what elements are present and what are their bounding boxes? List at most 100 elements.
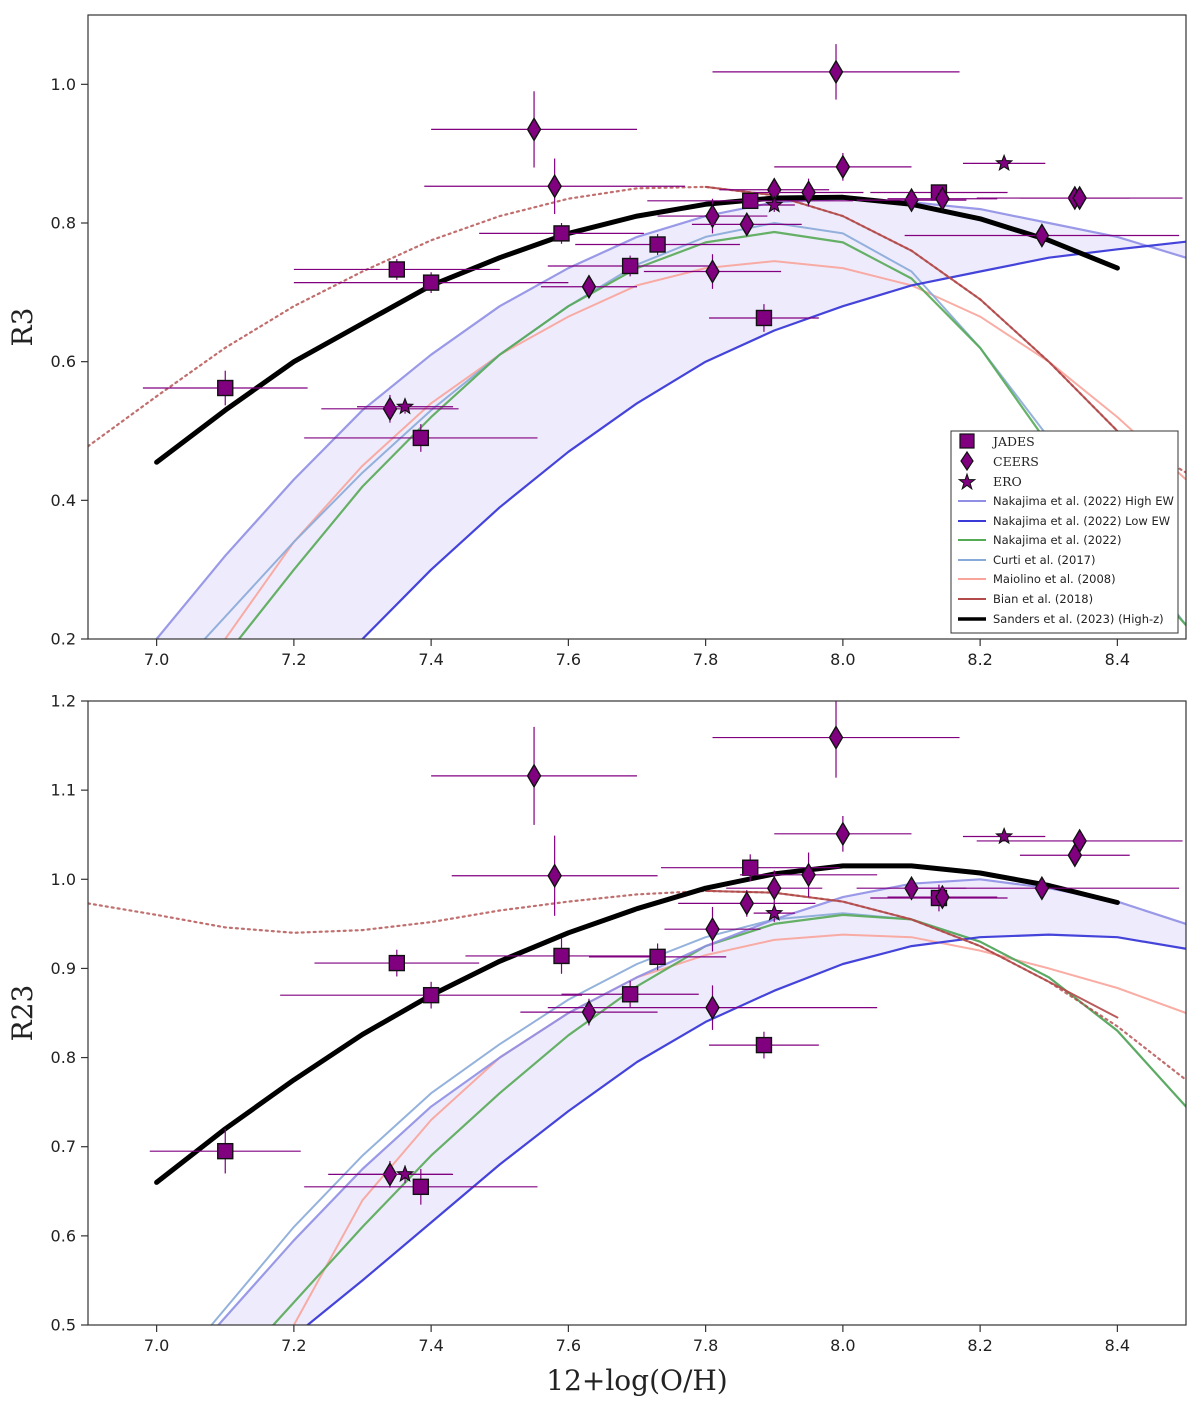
ceers-diamond-marker [526, 117, 542, 142]
r3-x-tick-label: 7.2 [281, 650, 306, 669]
r23-x-tick-label: 7.2 [281, 1336, 306, 1355]
legend-label-ceers: CEERS [993, 454, 1039, 469]
r3-point-jades [304, 424, 538, 452]
r3-y-tick-label: 0.6 [51, 352, 76, 371]
r3-point-ceers [712, 44, 960, 100]
r23-y-tick-label: 1.1 [51, 781, 76, 800]
r3-curve-nakajima-high [155, 197, 1186, 639]
r23-x-tick-label: 8.2 [967, 1336, 992, 1355]
r3-point-jades [547, 255, 713, 277]
r23-point-ceers [712, 701, 960, 778]
ceers-diamond-marker [935, 186, 950, 212]
r23-x-tick-label: 8.4 [1105, 1336, 1130, 1355]
r3-point-ero [357, 397, 454, 415]
r3-point-jades [479, 223, 644, 244]
r23-point-jades [280, 981, 583, 1009]
r23-y-tick-label: 0.6 [51, 1226, 76, 1245]
ceers-diamond-marker [547, 863, 562, 889]
r23-frame [87, 700, 1187, 1326]
ceers-diamond-marker [705, 259, 720, 284]
r23-y-tick-label: 0.8 [51, 1048, 76, 1067]
r3-x-tick-label: 7.4 [418, 650, 443, 669]
jades-square-marker [422, 274, 440, 291]
r3-point-ceers [887, 186, 998, 212]
r3-curve-sanders [154, 194, 1120, 465]
legend-box [950, 430, 1179, 634]
r3-point-ero [962, 153, 1046, 172]
r23-point-ceers [664, 906, 761, 952]
r3-point-ceers [643, 254, 782, 289]
ero-star-marker [995, 826, 1014, 845]
r23-point-ceers [678, 889, 816, 917]
ceers-diamond-marker [705, 995, 720, 1021]
r3-point-layer [142, 44, 1183, 452]
jades-square-marker [649, 236, 666, 253]
legend-label-bian: Bian et al. (2018) [993, 592, 1093, 606]
ceers-diamond-marker [828, 59, 844, 85]
r23-point-layer [149, 701, 1183, 1205]
r23-point-ceers [726, 870, 823, 907]
r23-point-ceers [739, 852, 878, 898]
r3-point-ceers [753, 178, 864, 207]
ceers-diamond-marker [382, 396, 398, 422]
r3-point-ceers [691, 212, 802, 237]
r23-curve-maiolino [292, 933, 1186, 1325]
jades-square-marker [742, 859, 759, 876]
jades-square-marker [553, 947, 570, 965]
r3-nakajima-range-band [156, 198, 1186, 639]
legend-label-curti: Curti et al. (2017) [993, 553, 1095, 567]
ceers-diamond-marker [1072, 828, 1087, 854]
r3-y-axis-label: R3 [6, 308, 39, 347]
r23-point-ceers [976, 828, 1183, 854]
legend-label-ero: ERO [993, 474, 1022, 489]
r23-x-tick-label: 7.4 [418, 1336, 443, 1355]
ceers-diamond-marker [705, 916, 720, 942]
r23-point-jades [314, 949, 480, 977]
ceers-diamond-marker [801, 862, 816, 888]
r23-point-ceers [451, 835, 658, 916]
r3-y-ticks: 0.2 0.4 0.6 0.8 1.0 [51, 75, 88, 649]
r23-x-tick-label: 8.0 [830, 1336, 855, 1355]
r3-curve-curti [203, 222, 1186, 639]
jades-square-marker [742, 192, 759, 210]
r3-panel: 7.0 7.2 7.4 7.6 7.8 8.0 8.2 8.4 0.2 0.4 0.6 0.8 1.0… [6, 14, 1187, 669]
ceers-diamond-marker [739, 212, 755, 237]
r3-point-jades [293, 272, 569, 294]
legend-marker-jades [959, 433, 975, 449]
ceers-diamond-marker [547, 173, 562, 199]
jades-square-marker [422, 986, 440, 1004]
r3-point-ceers [904, 223, 1180, 248]
ceers-diamond-marker [1034, 875, 1050, 901]
ero-star-marker [395, 397, 415, 415]
legend-label-nakajima: Nakajima et al. (2022) [993, 533, 1121, 547]
r3-y-tick-label: 0.4 [51, 491, 76, 510]
ceers-diamond-marker [828, 725, 844, 750]
r23-point-ero [962, 826, 1046, 845]
legend-label-jades: JADES [991, 434, 1035, 449]
ceers-diamond-marker [835, 821, 851, 847]
ceers-diamond-marker [766, 875, 782, 901]
ceers-diamond-marker [581, 274, 597, 300]
r23-y-ticks: 0.5 0.6 0.7 0.8 0.9 1.0 1.1 1.2 [51, 692, 88, 1335]
ceers-diamond-marker [1034, 223, 1050, 248]
r3-point-jades [575, 234, 740, 255]
ceers-diamond-marker [705, 203, 720, 229]
r3-point-ero [753, 195, 795, 213]
legend-marker-ceers [960, 450, 974, 472]
r23-y-axis-label: R23 [6, 985, 39, 1042]
r3-y-tick-label: 1.0 [51, 75, 76, 94]
legend-label-sanders: Sanders et al. (2023) (High-z) [993, 612, 1164, 626]
ceers-diamond-marker [581, 999, 597, 1025]
r23-point-ero [357, 1164, 454, 1184]
r3-y-tick-label: 0.8 [51, 214, 76, 233]
r23-point-jades [465, 938, 658, 974]
r3-x-tick-label: 8.2 [967, 650, 992, 669]
r3-frame [87, 14, 1187, 640]
ero-star-marker [995, 153, 1014, 172]
jades-square-marker [755, 309, 773, 327]
legend-label-nakajima-high: Nakajima et al. (2022) High EW [993, 494, 1174, 508]
r23-point-jades [709, 1031, 819, 1059]
r23-point-ceers [520, 998, 658, 1026]
ceers-diamond-marker [739, 890, 755, 916]
r23-y-tick-label: 1.2 [51, 692, 76, 711]
